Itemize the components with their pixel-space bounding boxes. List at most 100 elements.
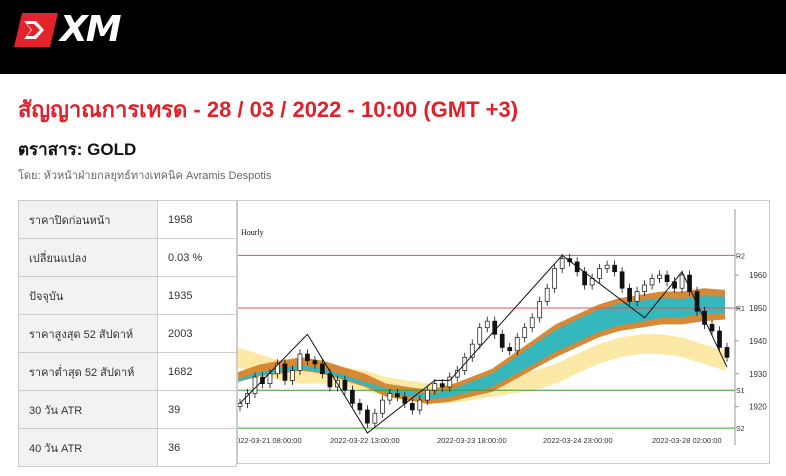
candle-body [642,284,647,292]
candle-body [282,363,288,381]
candle-body [709,324,715,332]
table-row: ปัจจุบัน 1935 [18,276,237,315]
candle-body [267,373,273,384]
instrument-heading: ตราสาร: GOLD [18,140,137,159]
xm-logo-icon [14,13,58,47]
candle-body [537,301,543,319]
candle-body [327,373,333,388]
level-label-s1: S1 [736,388,745,395]
candle-body [409,403,415,411]
stat-label: ราคาต่ำสุด 52 สัปดาห์ [18,352,158,391]
candle-body [320,363,325,375]
y-tick-label: 1960 [749,271,767,280]
candle-body [290,370,295,381]
candle-body [372,412,378,424]
header-bar: XM [0,0,786,74]
x-tick-label: 2022-03-21 08:00:00 [238,436,302,445]
candle-body [552,268,558,289]
y-tick-label: 1950 [749,304,767,313]
candle-body [514,337,520,352]
candle-body [469,343,475,358]
y-tick-label: 1920 [749,403,767,412]
stat-label: เปลี่ยนแปลง [18,238,158,277]
candle-body [559,258,565,269]
candle-body [522,327,528,338]
stat-label: ราคาปิดก่อนหน้า [18,200,158,239]
stat-value: 1935 [157,276,237,315]
candle-body [724,347,730,358]
band-0 [238,334,725,404]
candle-body [357,403,363,411]
candle-body [597,268,602,279]
candle-body [238,403,243,408]
table-row: ราคาสูงสุด 52 สัปดาห์ 2003 [18,314,237,353]
candle-body [612,264,617,273]
candle-body [649,278,655,286]
candle-body [484,320,490,329]
candle-body [417,399,423,411]
candle-body [365,409,370,424]
table-row: 30 วัน ATR 39 [18,390,237,429]
candle-body [252,376,258,394]
logo-text: XM [60,9,122,50]
candle-body [394,393,400,398]
stat-value: 2003 [157,314,237,353]
candle-body [567,258,573,263]
candle-body [387,393,393,401]
stat-value: 1682 [157,352,237,391]
level-label-r1: R1 [736,306,745,313]
zigzag-line [239,254,728,434]
candle-body [297,353,303,371]
candle-body [507,347,513,352]
page-title: สัญญาณการเทรด - 28 / 03 / 2022 - 10:00 (… [18,97,519,122]
chart-svg: 1920 1930 1940 1950 1960 R2 R1 S1 S2 Hourly 2022-0… [238,209,767,445]
stat-label: ราคาสูงสุด 52 สัปดาห์ [18,314,158,353]
candle-body [717,330,722,348]
y-tick-label: 1940 [749,337,767,346]
candle-body [529,317,535,329]
stat-label: ปัจจุบัน [18,276,158,315]
candle-body [447,376,453,388]
candle-body [439,383,445,388]
candle-body [544,287,550,302]
chart-title: Hourly [241,228,264,237]
hourly-chart: 1920 1930 1940 1950 1960 R2 R1 S1 S2 Hourly 2022-0… [237,200,770,464]
candle-body [477,327,483,345]
table-row: เปลี่ยนแปลง 0.03 % [18,238,237,277]
candle-body [432,383,438,391]
candle-body [342,380,348,391]
candle-body [312,360,318,365]
stat-value: 39 [157,390,237,429]
candle-body [424,389,430,401]
candle-body [657,274,662,279]
candle-body [604,264,610,269]
candle-body [702,310,707,325]
xm-logo[interactable]: XM [14,9,122,50]
x-tick-label: 2022-03-22 13:00:00 [330,436,400,445]
candle-body [619,271,625,289]
candle-body [350,389,355,404]
x-tick-label: 2022-03-28 02:00:00 [652,436,722,445]
candle-body [499,333,505,348]
y-tick-label: 1930 [749,370,767,379]
candle-body [627,287,632,302]
level-label-s2: S2 [736,426,745,433]
x-tick-label: 2022-03-24 23:00:00 [543,436,613,445]
candle-body [380,399,385,414]
candle-body [634,291,640,302]
stat-value: 36 [157,428,237,467]
stat-value: 0.03 % [157,238,237,277]
author-byline: โดย: หัวหน้าฝ่ายกลยุทธ์ทางเทคนิค Avramis… [18,170,272,182]
stat-label: 30 วัน ATR [18,390,158,429]
stat-label: 40 วัน ATR [18,428,158,467]
table-row: ราคาปิดก่อนหน้า 1958 [18,200,237,239]
band-2 [238,296,725,400]
table-row: 40 วัน ATR 36 [18,428,237,467]
stat-value: 1958 [157,200,237,239]
stats-table: ราคาปิดก่อนหน้า 1958 เปลี่ยนแปลง 0.03 % ปั… [18,200,237,467]
candle-body [694,291,700,312]
x-tick-label: 2022-03-23 18:00:00 [437,436,507,445]
candle-body [664,274,670,282]
table-row: ราคาต่ำสุด 52 สัปดาห์ 1682 [18,352,237,391]
candle-body [305,353,310,361]
